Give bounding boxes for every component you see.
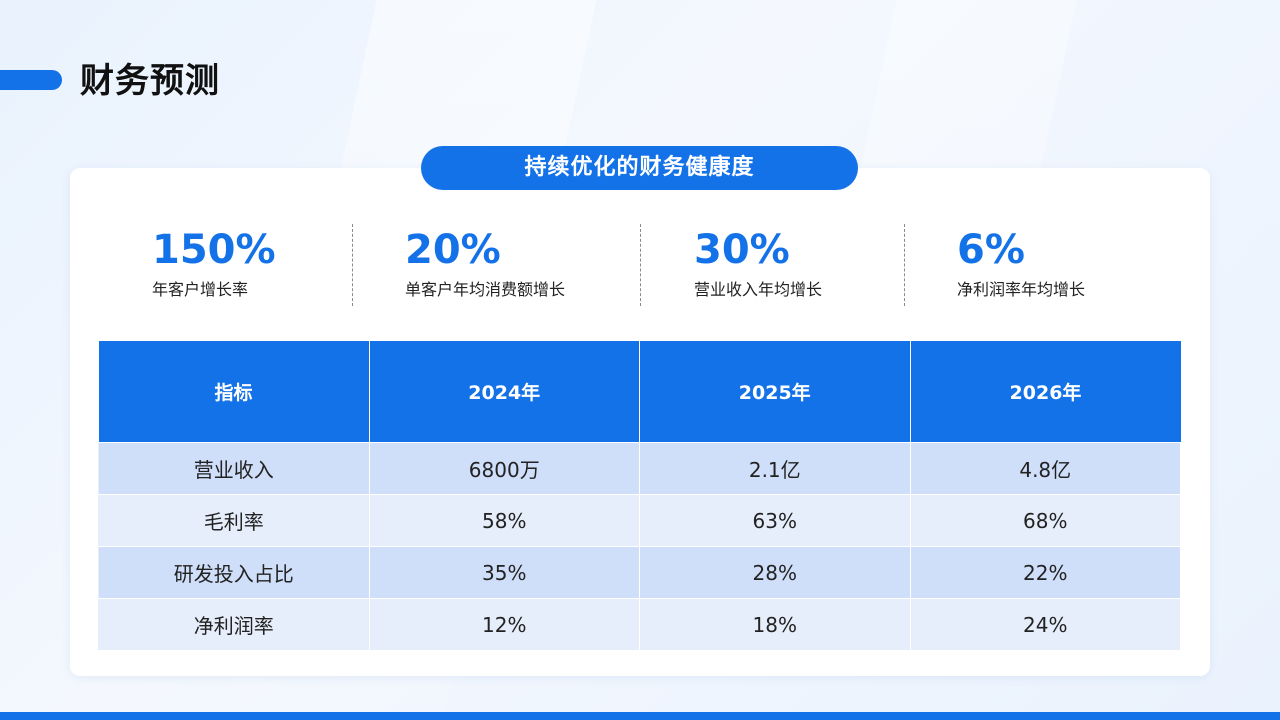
title-accent-bar xyxy=(0,70,62,90)
stat-net-margin-growth: 6% 净利润率年均增长 xyxy=(957,224,1085,306)
table-cell: 28% xyxy=(639,546,911,599)
table-cell: 24% xyxy=(909,598,1181,651)
table-cell: 18% xyxy=(639,598,911,651)
table-row: 营业收入 6800万 2.1亿 4.8亿 xyxy=(98,442,1181,495)
column-header: 2024年 xyxy=(368,341,640,443)
table-cell: 净利润率 xyxy=(98,598,370,651)
table-cell: 毛利率 xyxy=(98,494,370,547)
stat-customer-growth: 150% 年客户增长率 xyxy=(152,224,276,306)
table-cell: 营业收入 xyxy=(98,442,370,495)
table-row: 研发投入占比 35% 28% 22% xyxy=(98,546,1181,599)
stat-value: 30% xyxy=(694,227,790,273)
section-subtitle: 持续优化的财务健康度 xyxy=(421,146,858,190)
page-title: 财务预测 xyxy=(80,61,220,101)
stat-divider xyxy=(904,224,905,306)
column-header: 指标 xyxy=(98,341,369,443)
stat-per-customer-spend: 20% 单客户年均消费额增长 xyxy=(405,224,565,306)
stat-label: 净利润率年均增长 xyxy=(957,280,1086,299)
stat-value: 6% xyxy=(957,227,1025,273)
table-cell: 22% xyxy=(909,546,1181,599)
table-cell: 4.8亿 xyxy=(909,442,1181,495)
stat-label: 营业收入年均增长 xyxy=(694,280,823,299)
table-header-row: 指标 2024年 2025年 2026年 xyxy=(98,341,1181,443)
stat-divider xyxy=(640,224,641,306)
stat-label: 年客户增长率 xyxy=(152,280,249,299)
stat-label: 单客户年均消费额增长 xyxy=(405,280,566,299)
stat-value: 150% xyxy=(152,227,276,273)
table-cell: 58% xyxy=(368,494,640,547)
column-header: 2025年 xyxy=(639,341,910,443)
column-header: 2026年 xyxy=(909,341,1181,443)
bottom-accent-bar xyxy=(0,712,1280,720)
table-cell: 63% xyxy=(639,494,911,547)
stat-value: 20% xyxy=(405,227,501,273)
stat-revenue-growth: 30% 营业收入年均增长 xyxy=(694,224,822,306)
financial-forecast-table: 指标 2024年 2025年 2026年 营业收入 6800万 2.1亿 4.8… xyxy=(98,341,1181,651)
table-cell: 2.1亿 xyxy=(639,442,911,495)
table-cell: 6800万 xyxy=(368,442,640,495)
table-cell: 12% xyxy=(368,598,640,651)
table-row: 毛利率 58% 63% 68% xyxy=(98,494,1181,547)
table-cell: 35% xyxy=(368,546,640,599)
stat-divider xyxy=(352,224,353,306)
table-cell: 研发投入占比 xyxy=(98,546,370,599)
table-row: 净利润率 12% 18% 24% xyxy=(98,598,1181,651)
table-cell: 68% xyxy=(909,494,1181,547)
